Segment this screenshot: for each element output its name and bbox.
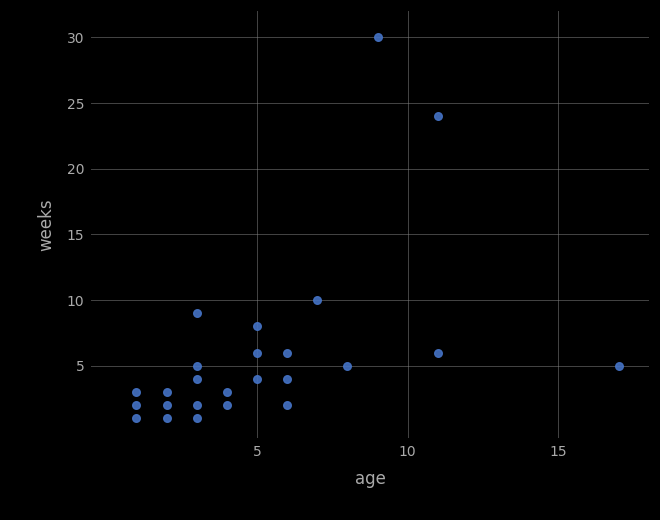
Point: [131, 401, 142, 409]
Point: [432, 112, 443, 120]
Point: [191, 375, 202, 383]
Point: [131, 388, 142, 396]
X-axis label: age: age: [354, 470, 385, 488]
Point: [191, 361, 202, 370]
Point: [251, 322, 262, 331]
Y-axis label: weeks: weeks: [38, 198, 55, 251]
Point: [282, 348, 292, 357]
Point: [161, 414, 172, 422]
Point: [251, 348, 262, 357]
Point: [222, 401, 232, 409]
Point: [161, 388, 172, 396]
Point: [613, 361, 624, 370]
Point: [131, 414, 142, 422]
Point: [251, 375, 262, 383]
Point: [342, 361, 352, 370]
Point: [372, 33, 383, 42]
Point: [312, 296, 323, 304]
Point: [432, 348, 443, 357]
Point: [191, 309, 202, 317]
Point: [161, 401, 172, 409]
Point: [191, 414, 202, 422]
Point: [282, 401, 292, 409]
Point: [191, 401, 202, 409]
Point: [282, 375, 292, 383]
Point: [222, 388, 232, 396]
